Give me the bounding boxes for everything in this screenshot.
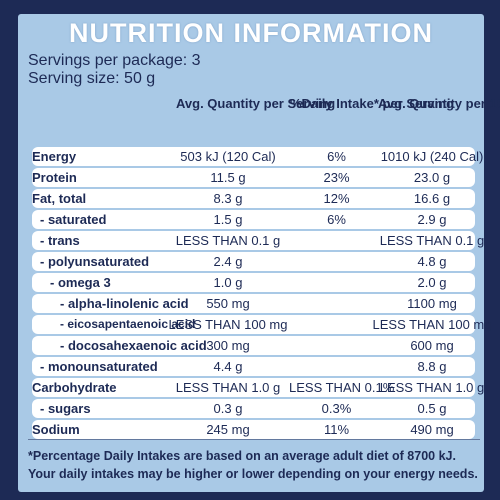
table-row-energy: Energy 503 kJ (120 Cal) 6% 1010 kJ (240 … [32,147,483,166]
row-serving: 4.4 g [213,359,243,374]
row-daily-intake: 23% [323,170,350,185]
footnote-divider [28,439,480,440]
table-row-polyunsaturated: - polyunsaturated 2.4 g 4.8 g [32,252,475,271]
nutrition-panel: NUTRITION INFORMATION Servings per packa… [18,14,500,492]
row-label: - alpha-linolenic acid [60,296,189,311]
row-per-100g: LESS THAN 0.1 g [379,233,485,248]
row-label: - monounsaturated [40,359,158,374]
row-daily-intake: LESS THAN 0.1% [289,380,395,395]
row-label: - omega 3 [50,275,111,290]
row-label: Protein [32,170,77,185]
row-per-100g: 4.8 g [417,254,447,269]
row-label: - polyunsaturated [40,254,150,269]
row-per-100g: 1010 kJ (240 Cal) [380,149,484,164]
row-serving: 2.4 g [213,254,243,269]
row-per-100g: 490 mg [410,422,454,437]
row-daily-intake: 6% [327,212,346,227]
row-serving: 1.5 g [213,212,243,227]
row-label: Carbohydrate [32,380,117,395]
row-serving: 550 mg [206,296,250,311]
table-row-saturated: - saturated 1.5 g 6% 2.9 g [32,210,475,229]
row-label: Sodium [32,422,80,437]
row-serving: 1.0 g [213,275,243,290]
row-per-100g: LESS THAN 100 mg [372,317,492,332]
header-avg-per-serving: Avg. Quantity per Serving [176,96,336,111]
row-label: Energy [32,149,77,164]
table-row-trans: - trans LESS THAN 0.1 g LESS THAN 0.1 g [32,231,484,250]
table-row-fat-total: Fat, total 8.3 g 12% 16.6 g [32,189,475,208]
servings-per-package: Servings per package: 3 [28,52,201,69]
row-label: - sugars [40,401,91,416]
row-daily-intake: 0.3% [321,401,352,416]
table-row-docosahexaenoic: - docosahexaenoic acid 300 mg 600 mg [32,336,475,355]
row-label: - eicosapentaenoic acid [60,317,196,331]
footnote: *Percentage Daily Intakes are based on a… [28,449,478,481]
row-serving: 8.3 g [213,191,243,206]
row-per-100g: LESS THAN 1.0 g [379,380,485,395]
row-serving: 503 kJ (120 Cal) [180,149,276,164]
row-serving: LESS THAN 100 mg [168,317,288,332]
row-serving: LESS THAN 0.1 g [175,233,281,248]
row-per-100g: 1100 mg [407,296,457,311]
row-label: - docosahexaenoic acid [60,338,207,353]
row-per-100g: 0.5 g [417,401,447,416]
table-row-protein: Protein 11.5 g 23% 23.0 g [32,168,475,187]
row-per-100g: 2.0 g [417,275,447,290]
row-daily-intake: 12% [323,191,350,206]
nutrition-table: Energy 503 kJ (120 Cal) 6% 1010 kJ (240 … [32,147,491,441]
table-row-monounsaturated: - monounsaturated 4.4 g 8.8 g [32,357,475,376]
row-serving: 0.3 g [213,401,243,416]
table-row-sugars: - sugars 0.3 g 0.3% 0.5 g [32,399,475,418]
table-row-eicosapentaenoic: - eicosapentaenoic acid LESS THAN 100 mg… [32,315,491,334]
table-row-carbohydrate: Carbohydrate LESS THAN 1.0 g LESS THAN 0… [32,378,484,397]
row-serving: 11.5 g [210,170,246,185]
row-serving: 245 mg [206,422,250,437]
row-daily-intake: 6% [327,149,346,164]
table-row-omega-3: - omega 3 1.0 g 2.0 g [32,273,475,292]
table-row-alpha-linolenic: - alpha-linolenic acid 550 mg 1100 mg [32,294,475,313]
header-avg-per-100g: Avg. Quantity per 100 g [378,96,500,111]
row-serving: 300 mg [206,338,250,353]
row-per-100g: 16.6 g [413,191,451,206]
row-label: Fat, total [32,191,87,206]
row-serving: LESS THAN 1.0 g [175,380,281,395]
row-per-100g: 23.0 g [413,170,451,185]
row-per-100g: 8.8 g [417,359,447,374]
row-per-100g: 600 mg [410,338,454,353]
row-label: - trans [40,233,80,248]
table-row-sodium: Sodium 245 mg 11% 490 mg [32,420,475,439]
panel-title: NUTRITION INFORMATION [69,18,433,48]
row-daily-intake: 11% [323,422,350,437]
row-label: - saturated [40,212,107,227]
serving-size: Serving size: 50 g [28,70,156,87]
row-per-100g: 2.9 g [417,212,447,227]
